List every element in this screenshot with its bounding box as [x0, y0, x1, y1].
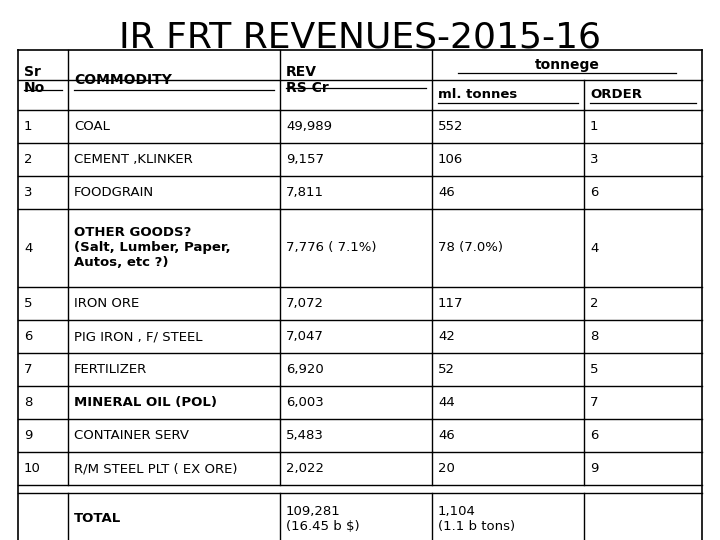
Text: ORDER: ORDER — [590, 89, 642, 102]
Text: COMMODITY: COMMODITY — [74, 73, 172, 87]
Text: 109,281
(16.45 b $): 109,281 (16.45 b $) — [286, 505, 359, 533]
Text: Sr
No: Sr No — [24, 65, 45, 95]
Text: 7,811: 7,811 — [286, 186, 324, 199]
Text: 6: 6 — [24, 330, 32, 343]
Text: REV
RS Cr: REV RS Cr — [286, 65, 329, 95]
Text: 7: 7 — [590, 396, 598, 409]
Text: 8: 8 — [24, 396, 32, 409]
Text: 10: 10 — [24, 462, 41, 475]
Text: 5: 5 — [590, 363, 598, 376]
Text: PIG IRON , F/ STEEL: PIG IRON , F/ STEEL — [74, 330, 202, 343]
Text: FOODGRAIN: FOODGRAIN — [74, 186, 154, 199]
Text: 106: 106 — [438, 153, 463, 166]
Text: 117: 117 — [438, 297, 464, 310]
Text: 46: 46 — [438, 186, 455, 199]
Text: TOTAL: TOTAL — [74, 512, 121, 525]
Text: 7: 7 — [24, 363, 32, 376]
Text: 6: 6 — [590, 186, 598, 199]
Text: tonnege: tonnege — [534, 58, 600, 72]
Text: 49,989: 49,989 — [286, 120, 332, 133]
Text: 4: 4 — [590, 241, 598, 254]
Text: CONTAINER SERV: CONTAINER SERV — [74, 429, 189, 442]
Text: 20: 20 — [438, 462, 455, 475]
Text: CEMENT ,KLINKER: CEMENT ,KLINKER — [74, 153, 193, 166]
Text: ml. tonnes: ml. tonnes — [438, 89, 517, 102]
Text: 7,776 ( 7.1%): 7,776 ( 7.1%) — [286, 241, 377, 254]
Text: 78 (7.0%): 78 (7.0%) — [438, 241, 503, 254]
Text: OTHER GOODS?
(Salt, Lumber, Paper,
Autos, etc ?): OTHER GOODS? (Salt, Lumber, Paper, Autos… — [74, 226, 230, 269]
Text: 5,483: 5,483 — [286, 429, 324, 442]
Text: 1: 1 — [590, 120, 598, 133]
Text: COAL: COAL — [74, 120, 110, 133]
Text: 44: 44 — [438, 396, 455, 409]
Text: IRON ORE: IRON ORE — [74, 297, 139, 310]
Text: 42: 42 — [438, 330, 455, 343]
Text: 46: 46 — [438, 429, 455, 442]
Text: 6,003: 6,003 — [286, 396, 324, 409]
Text: 6,920: 6,920 — [286, 363, 324, 376]
Text: 5: 5 — [24, 297, 32, 310]
Text: IR FRT REVENUES-2015-16: IR FRT REVENUES-2015-16 — [119, 20, 601, 54]
Text: 1: 1 — [24, 120, 32, 133]
Text: 52: 52 — [438, 363, 455, 376]
Text: 6: 6 — [590, 429, 598, 442]
Text: 2: 2 — [590, 297, 598, 310]
Text: 9,157: 9,157 — [286, 153, 324, 166]
Text: 552: 552 — [438, 120, 464, 133]
Text: 8: 8 — [590, 330, 598, 343]
Text: 3: 3 — [590, 153, 598, 166]
Text: FERTILIZER: FERTILIZER — [74, 363, 148, 376]
Text: 2: 2 — [24, 153, 32, 166]
Text: 7,072: 7,072 — [286, 297, 324, 310]
Text: 7,047: 7,047 — [286, 330, 324, 343]
Text: 9: 9 — [590, 462, 598, 475]
Text: 4: 4 — [24, 241, 32, 254]
Text: R/M STEEL PLT ( EX ORE): R/M STEEL PLT ( EX ORE) — [74, 462, 238, 475]
Text: MINERAL OIL (POL): MINERAL OIL (POL) — [74, 396, 217, 409]
Text: 3: 3 — [24, 186, 32, 199]
Text: 1,104
(1.1 b tons): 1,104 (1.1 b tons) — [438, 505, 515, 533]
Text: 2,022: 2,022 — [286, 462, 324, 475]
Text: 9: 9 — [24, 429, 32, 442]
